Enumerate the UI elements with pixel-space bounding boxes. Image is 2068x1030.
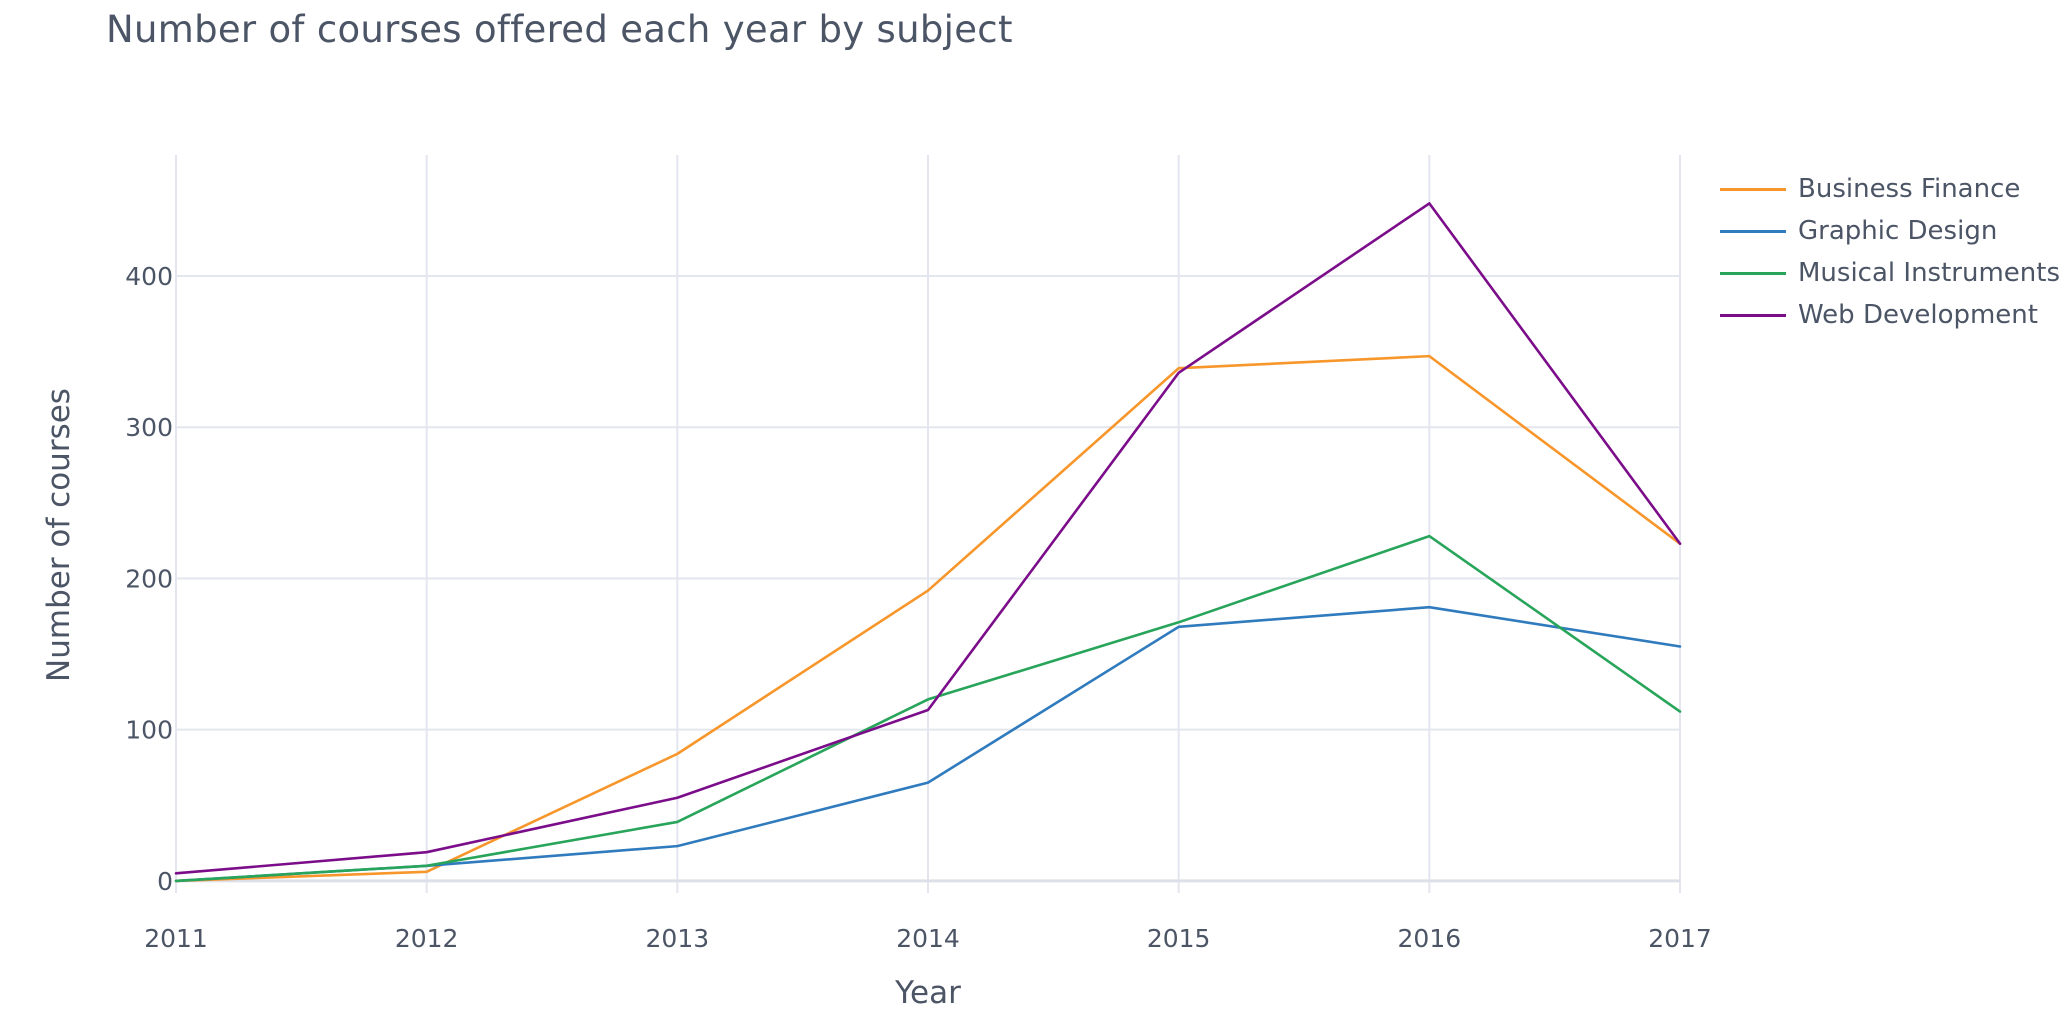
legend-swatch [1720,271,1786,275]
x-tick-label: 2011 [144,924,208,953]
legend[interactable]: Business Finance Graphic Design Musical … [1720,168,2060,336]
series-line-business-finance [174,354,1682,883]
legend-item-business-finance[interactable]: Business Finance [1720,168,2060,210]
series-line-web-development [174,202,1682,875]
y-tick-label: 0 [157,867,173,896]
legend-label: Musical Instruments [1798,258,2060,288]
x-tick-label: 2013 [646,924,710,953]
legend-label: Business Finance [1798,174,2021,204]
legend-label: Graphic Design [1798,216,1998,246]
x-tick-label: 2015 [1147,924,1211,953]
x-tick-label: 2017 [1648,924,1712,953]
y-tick-label: 300 [125,413,173,442]
y-tick-label: 200 [125,564,173,593]
x-axis-label: Year [895,975,961,1011]
x-tick-label: 2014 [896,924,960,953]
legend-item-musical-instruments[interactable]: Musical Instruments [1720,252,2060,294]
y-tick-label: 400 [125,262,173,291]
legend-swatch [1720,229,1786,233]
legend-swatch [1720,187,1786,191]
x-tick-label: 2012 [395,924,459,953]
series-line-musical-instruments [174,534,1682,883]
x-tick-label: 2016 [1398,924,1462,953]
legend-item-web-development[interactable]: Web Development [1720,294,2060,336]
chart-title: Number of courses offered each year by s… [106,8,1013,51]
legend-item-graphic-design[interactable]: Graphic Design [1720,210,2060,252]
legend-label: Web Development [1798,300,2038,330]
y-tick-label: 100 [125,716,173,745]
legend-swatch [1720,313,1786,317]
